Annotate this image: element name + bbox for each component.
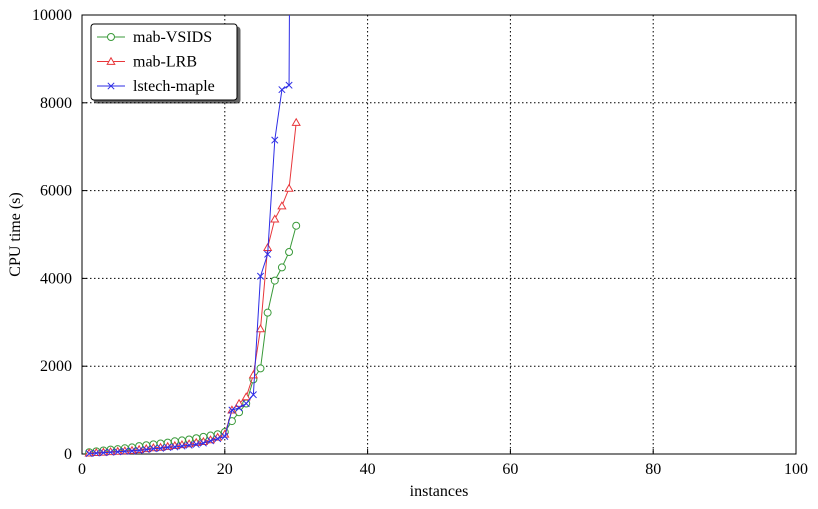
data-point xyxy=(285,81,293,89)
data-point xyxy=(214,435,222,443)
data-point xyxy=(234,398,244,407)
data-point xyxy=(156,444,165,452)
data-point xyxy=(271,136,279,144)
data-point xyxy=(120,446,130,455)
data-point xyxy=(270,276,279,285)
legend-marker xyxy=(107,82,115,90)
data-point xyxy=(264,250,272,258)
legend-label: mab-VSIDS xyxy=(133,29,212,46)
y-tick-label: 2000 xyxy=(40,358,72,375)
data-point xyxy=(135,446,143,455)
data-point xyxy=(121,447,129,455)
data-point xyxy=(185,441,193,449)
series-mab-LRB xyxy=(84,117,301,457)
legend-entry: mab-VSIDS xyxy=(97,29,212,46)
data-point xyxy=(192,440,200,448)
data-point xyxy=(128,447,136,455)
y-tick-label: 10000 xyxy=(32,7,72,24)
x-tick-label: 40 xyxy=(360,461,376,478)
data-point xyxy=(84,448,94,457)
data-point xyxy=(241,392,251,401)
data-point xyxy=(242,399,250,408)
x-tick-label: 80 xyxy=(645,461,661,478)
data-point xyxy=(263,308,272,317)
data-point xyxy=(249,391,257,399)
legend: mab-VSIDS mab-LRB lstech-maple xyxy=(90,23,238,101)
legend-box xyxy=(90,23,238,101)
axis-ticks: 0 20 40 60 80 100 0 2000 4000 6000 8000 10000 xyxy=(32,7,808,478)
legend-entry: mab-LRB xyxy=(97,54,197,71)
series-lstech-maple xyxy=(85,14,293,458)
data-point xyxy=(284,183,294,192)
x-tick-label: 100 xyxy=(784,461,808,478)
y-tick-label: 4000 xyxy=(40,270,72,287)
data-point xyxy=(92,449,100,457)
data-point xyxy=(228,406,236,414)
data-point xyxy=(291,117,301,126)
data-point xyxy=(292,221,301,230)
data-point xyxy=(235,404,243,412)
data-point xyxy=(178,442,186,450)
y-tick-label: 6000 xyxy=(40,183,72,200)
legend-label: lstech-maple xyxy=(133,78,215,95)
data-point xyxy=(98,447,109,456)
legend-marker xyxy=(107,33,115,41)
data-point xyxy=(107,448,115,456)
data-point xyxy=(278,86,286,94)
series-mab-VSIDS xyxy=(85,221,301,457)
data-point xyxy=(142,446,150,454)
y-axis-label: CPU time (s) xyxy=(7,192,24,276)
plot-area xyxy=(81,14,797,455)
x-tick-label: 20 xyxy=(217,461,233,478)
data-point xyxy=(113,446,123,455)
series-line xyxy=(89,14,290,455)
data-point xyxy=(270,214,280,223)
series-layer xyxy=(84,14,301,458)
data-point xyxy=(255,324,266,333)
legend-label: mab-LRB xyxy=(133,54,197,71)
legend-entry: lstech-maple xyxy=(97,78,215,95)
data-point xyxy=(277,201,287,210)
data-point xyxy=(256,364,265,373)
data-point xyxy=(99,449,107,457)
y-tick-label: 8000 xyxy=(40,95,72,112)
data-point xyxy=(221,432,229,440)
x-tick-label: 60 xyxy=(502,461,518,478)
data-point xyxy=(164,443,172,451)
data-point xyxy=(285,248,294,257)
data-point xyxy=(85,450,93,458)
data-point xyxy=(171,443,179,451)
x-tick-label: 0 xyxy=(78,461,86,478)
legend-marker xyxy=(106,56,116,65)
data-point xyxy=(248,370,259,379)
series-line xyxy=(89,122,297,454)
data-point xyxy=(105,446,116,456)
data-point xyxy=(277,263,286,272)
data-point xyxy=(127,445,137,454)
x-axis-label: instances xyxy=(410,483,469,500)
data-point xyxy=(199,439,207,447)
data-point xyxy=(149,445,157,453)
data-point xyxy=(256,272,265,280)
data-point xyxy=(91,447,101,457)
data-point xyxy=(206,437,215,445)
data-point xyxy=(114,448,122,456)
series-line xyxy=(89,225,297,453)
y-tick-label: 0 xyxy=(64,446,72,463)
